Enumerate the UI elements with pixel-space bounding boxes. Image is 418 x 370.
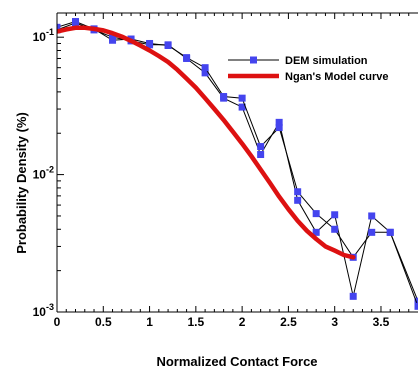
legend: DEM simulation Ngan's Model curve <box>228 55 388 83</box>
data-point <box>294 188 302 196</box>
y-tick-label: 10-1 <box>33 27 54 44</box>
data-point <box>414 302 418 310</box>
data-point <box>331 225 339 233</box>
data-point <box>312 228 320 236</box>
data-point <box>220 93 228 101</box>
data-point <box>238 103 246 111</box>
data-point <box>331 211 339 219</box>
model-curve <box>57 25 356 260</box>
data-point <box>349 292 357 300</box>
data-point <box>183 54 191 62</box>
x-tick-label: 1 <box>146 315 153 329</box>
data-point <box>368 212 376 220</box>
data-point <box>201 69 209 77</box>
x-tick-label: 0 <box>54 315 61 329</box>
data-point <box>368 228 376 236</box>
data-point <box>164 42 172 50</box>
legend-marker-dem <box>250 56 257 64</box>
data-point <box>57 23 61 31</box>
x-tick-label: 0.5 <box>95 315 112 329</box>
x-tick-label: 3 <box>331 315 338 329</box>
x-tick-label: 3.5 <box>373 315 390 329</box>
plot-area <box>57 18 418 310</box>
data-point <box>146 39 154 47</box>
legend-label: DEM simulation <box>285 55 368 67</box>
data-point <box>109 36 117 44</box>
x-tick-label: 1.5 <box>188 315 205 329</box>
data-point <box>238 94 246 102</box>
y-tick-label: 10-3 <box>33 302 54 319</box>
axes: 0 0.5 1 1.5 2 2.5 3 3.5 10-1 10-2 10-3 <box>33 12 418 329</box>
x-tick-label: 2 <box>239 315 246 329</box>
data-point <box>275 124 283 132</box>
data-point <box>257 143 265 151</box>
data-point <box>386 228 394 236</box>
data-point <box>294 196 302 204</box>
y-tick-label: 10-2 <box>33 165 54 182</box>
data-point <box>275 118 283 126</box>
x-tick-label: 2.5 <box>280 315 297 329</box>
data-point <box>312 210 320 218</box>
data-point <box>257 151 265 159</box>
legend-label: Ngan's Model curve <box>285 71 388 83</box>
data-point <box>201 64 209 72</box>
x-axis-label: Normalized Contact Force <box>156 354 317 369</box>
data-point <box>72 18 80 26</box>
y-axis-label: Probability Density (%) <box>14 112 29 254</box>
